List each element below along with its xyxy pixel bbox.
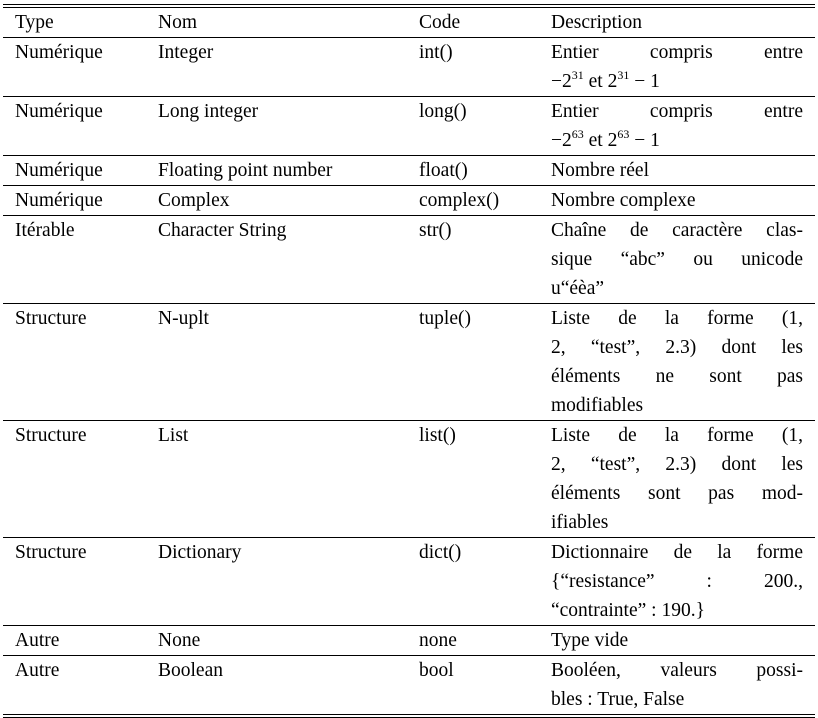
cell-nom: Complex [158,190,230,211]
table-row: Numérique Complex complex() Nombre complexe [3,186,815,215]
cell-nom: Floating point number [158,160,333,181]
table-row: Numérique Integer int() Entier compris entr… [3,38,815,96]
cell-nom: Long integer [158,101,259,122]
description-line: Chaîne de caractère clas- [551,220,803,241]
table-row: Autre None none Type vide [3,626,815,655]
cell-code: bool [419,660,454,681]
cell-code: complex() [419,190,500,211]
table-row: Numérique Long integer long() Entier compri… [3,97,815,155]
cell-nom: Dictionary [158,542,242,563]
description-line: Liste de la forme (1, [551,425,803,446]
cell-description: Chaîne de caractère clas-sique “abc” ou … [544,216,815,303]
description-line: Booléen, valeurs possi- [551,660,803,681]
cell-nom: N-uplt [158,308,209,329]
cell-description: Nombre complexe [544,186,815,215]
cell-code: tuple() [419,308,471,329]
table-row: Structure Dictionary dict() Dictionnaire de… [3,538,815,625]
cell-nom: Integer [158,42,214,63]
cell-description: Entier compris entre −231 et 231 − 1 [544,38,815,96]
cell-nom: None [158,630,201,651]
description-line: sique “abc” ou unicode [551,249,803,270]
data-types-table: Type Nom Code Description Numérique Integ… [3,4,815,718]
cell-type: Structure [15,542,87,563]
header-code: Code [419,12,461,33]
row-rule [3,655,815,656]
cell-type: Numérique [15,190,103,211]
cell-type: Autre [15,660,60,681]
header-description: Description [551,12,642,33]
cell-description: Booléen, valeurs possi-bles : True, Fals… [544,656,815,714]
description-line: Entier compris entre [551,42,803,63]
description-line: Nombre réel [551,160,649,181]
description-line: u“éèa” [551,278,605,299]
description-line: {“resistance” : 200., [551,571,803,592]
row-rule [3,537,815,538]
row-rule [3,37,815,38]
description-line: éléments sont pas mod- [551,483,803,504]
header-row: Type Nom Code Description [3,8,815,37]
cell-code: dict() [419,542,462,563]
description-line: Nombre complexe [551,190,696,211]
cell-description: Type vide [544,626,815,655]
description-line: “contrainte” : 190.} [551,600,705,621]
cell-code: int() [419,42,453,63]
cell-type: Autre [15,630,60,651]
description-line: 2, “test”, 2.3) dont les [551,454,803,475]
cell-type: Numérique [15,160,103,181]
description-line: Entier compris entre [551,101,803,122]
table-row: Structure N-uplt tuple() Liste de la forme … [3,304,815,420]
cell-code: long() [419,101,467,122]
row-rule [3,185,815,186]
table-row: Itérable Character String str() Chaîne de c… [3,216,815,303]
cell-description: Liste de la forme (1, 2, “test”, 2.3) don… [544,304,815,420]
description-line: ifiables [551,512,609,533]
cell-code: list() [419,425,456,446]
top-rule-inner [3,7,815,8]
cell-description: Dictionnaire de la forme {“resistance” : … [544,538,815,625]
cell-type: Numérique [15,101,103,122]
table-row: Structure List list() Liste de la forme (1,… [3,421,815,537]
description-line: éléments ne sont pas [551,366,803,387]
row-rule [3,303,815,304]
row-rule [3,96,815,97]
row-rule [3,625,815,626]
description-line: −231 et 231 − 1 [551,67,660,93]
top-rule [3,4,815,5]
description-line: modifiables [551,395,644,416]
table-row: Autre Boolean bool Booléen, valeurs possi-b… [3,656,815,714]
cell-nom: Boolean [158,660,223,681]
cell-code: none [419,630,457,651]
description-line: Type vide [551,630,629,651]
cell-nom: Character String [158,220,287,241]
cell-type: Numérique [15,42,103,63]
description-line: bles : True, False [551,689,685,710]
table-row: Numérique Floating point number float() Nom… [3,156,815,185]
cell-code: float() [419,160,468,181]
description-line: Dictionnaire de la forme [551,542,803,563]
cell-nom: List [158,425,189,446]
header-nom: Nom [158,12,197,33]
description-line: −263 et 263 − 1 [551,126,660,152]
row-rule [3,420,815,421]
cell-type: Itérable [15,220,75,241]
cell-description: Nombre réel [544,156,815,185]
cell-type: Structure [15,425,87,446]
row-rule [3,155,815,156]
cell-description: Liste de la forme (1, 2, “test”, 2.3) don… [544,421,815,537]
cell-type: Structure [15,308,87,329]
table-body: Numérique Integer int() Entier compris entr… [3,37,815,715]
cell-code: str() [419,220,452,241]
description-line: 2, “test”, 2.3) dont les [551,337,803,358]
header-type: Type [15,12,54,33]
description-line: Liste de la forme (1, [551,308,803,329]
cell-description: Entier compris entre −263 et 263 − 1 [544,97,815,155]
row-rule [3,215,815,216]
